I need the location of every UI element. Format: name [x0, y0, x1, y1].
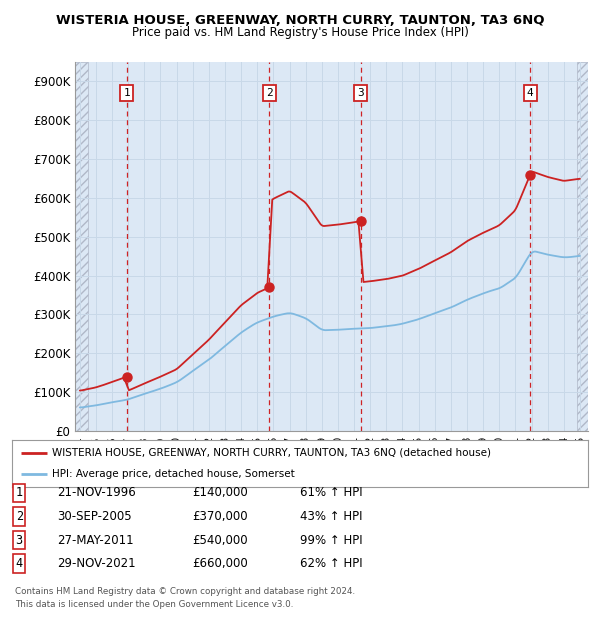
Text: 3: 3	[16, 534, 23, 546]
Text: £370,000: £370,000	[192, 510, 248, 523]
Text: £140,000: £140,000	[192, 487, 248, 499]
Text: 1: 1	[123, 88, 130, 98]
Text: 30-SEP-2005: 30-SEP-2005	[57, 510, 131, 523]
Text: 27-MAY-2011: 27-MAY-2011	[57, 534, 134, 546]
Bar	[75, 62, 88, 431]
Text: 43% ↑ HPI: 43% ↑ HPI	[300, 510, 362, 523]
Text: £660,000: £660,000	[192, 557, 248, 570]
Text: This data is licensed under the Open Government Licence v3.0.: This data is licensed under the Open Gov…	[15, 600, 293, 609]
Bar	[75, 62, 88, 431]
Text: £540,000: £540,000	[192, 534, 248, 546]
Text: 4: 4	[16, 557, 23, 570]
Text: Contains HM Land Registry data © Crown copyright and database right 2024.: Contains HM Land Registry data © Crown c…	[15, 587, 355, 596]
Text: 99% ↑ HPI: 99% ↑ HPI	[300, 534, 362, 546]
Text: 21-NOV-1996: 21-NOV-1996	[57, 487, 136, 499]
Text: 2: 2	[16, 510, 23, 523]
Bar	[577, 62, 588, 431]
Text: 1: 1	[16, 487, 23, 499]
Text: 3: 3	[358, 88, 364, 98]
Text: 2: 2	[266, 88, 273, 98]
Text: 4: 4	[527, 88, 533, 98]
Text: Price paid vs. HM Land Registry's House Price Index (HPI): Price paid vs. HM Land Registry's House …	[131, 26, 469, 39]
Text: WISTERIA HOUSE, GREENWAY, NORTH CURRY, TAUNTON, TA3 6NQ: WISTERIA HOUSE, GREENWAY, NORTH CURRY, T…	[56, 14, 544, 27]
Text: WISTERIA HOUSE, GREENWAY, NORTH CURRY, TAUNTON, TA3 6NQ (detached house): WISTERIA HOUSE, GREENWAY, NORTH CURRY, T…	[52, 448, 491, 458]
Text: 62% ↑ HPI: 62% ↑ HPI	[300, 557, 362, 570]
Text: HPI: Average price, detached house, Somerset: HPI: Average price, detached house, Some…	[52, 469, 295, 479]
Text: 29-NOV-2021: 29-NOV-2021	[57, 557, 136, 570]
Text: 61% ↑ HPI: 61% ↑ HPI	[300, 487, 362, 499]
